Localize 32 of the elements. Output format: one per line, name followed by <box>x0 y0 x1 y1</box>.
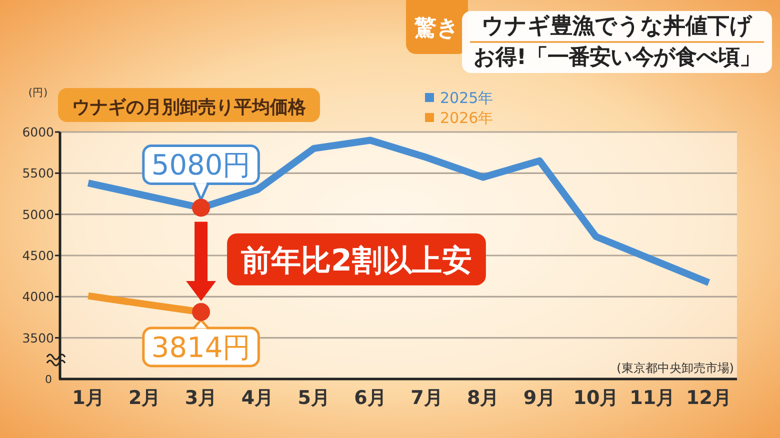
annotation: (東京都中央卸売市場) <box>616 361 734 375</box>
x-tick-label: 1月 <box>72 387 104 409</box>
annotation: 0 <box>45 373 52 386</box>
x-tick-label: 8月 <box>467 387 500 409</box>
annotation: 驚き <box>406 0 468 54</box>
value-label: 5080円 <box>151 148 251 182</box>
y-tick-label: 4500 <box>22 248 54 263</box>
legend-label: 2026年 <box>440 109 494 127</box>
x-tick-label: 2月 <box>128 387 161 409</box>
title: ウナギの月別卸売り平均価格 <box>58 88 320 122</box>
x-tick-label: 4月 <box>241 387 274 409</box>
annotation: 前年比2割以上安 <box>227 233 486 286</box>
x-tick-label: 10月 <box>573 387 619 409</box>
x-tick-label: 5月 <box>298 387 330 409</box>
annotation: お得!「一番安い今が食べ頃」 <box>474 45 760 70</box>
y-tick-label: 6000 <box>22 124 54 140</box>
chart-title: ウナギの月別卸売り平均価格 <box>72 97 307 118</box>
legend-label: 2025年 <box>440 89 494 107</box>
y-tick-label: 5500 <box>22 166 54 181</box>
value-label: 3814円 <box>151 330 251 364</box>
x-tick-label: 3月 <box>184 387 218 409</box>
x-tick-label: 6月 <box>354 387 386 409</box>
x-tick-label: 11月 <box>630 387 676 409</box>
y-tick-label: 4000 <box>22 289 54 304</box>
x-tick-label: 9月 <box>523 387 556 409</box>
annotation: 前年比2割以上安 <box>241 243 472 278</box>
ylabel: (円) <box>28 87 48 99</box>
y-tick-label: 5000 <box>22 206 54 222</box>
x-tick-label: 7月 <box>410 387 443 409</box>
x-tick-label: 12月 <box>686 387 732 409</box>
y-tick-label: 3500 <box>22 330 54 346</box>
annotation: ウナギ豊漁でうな丼値下げ <box>482 14 752 39</box>
